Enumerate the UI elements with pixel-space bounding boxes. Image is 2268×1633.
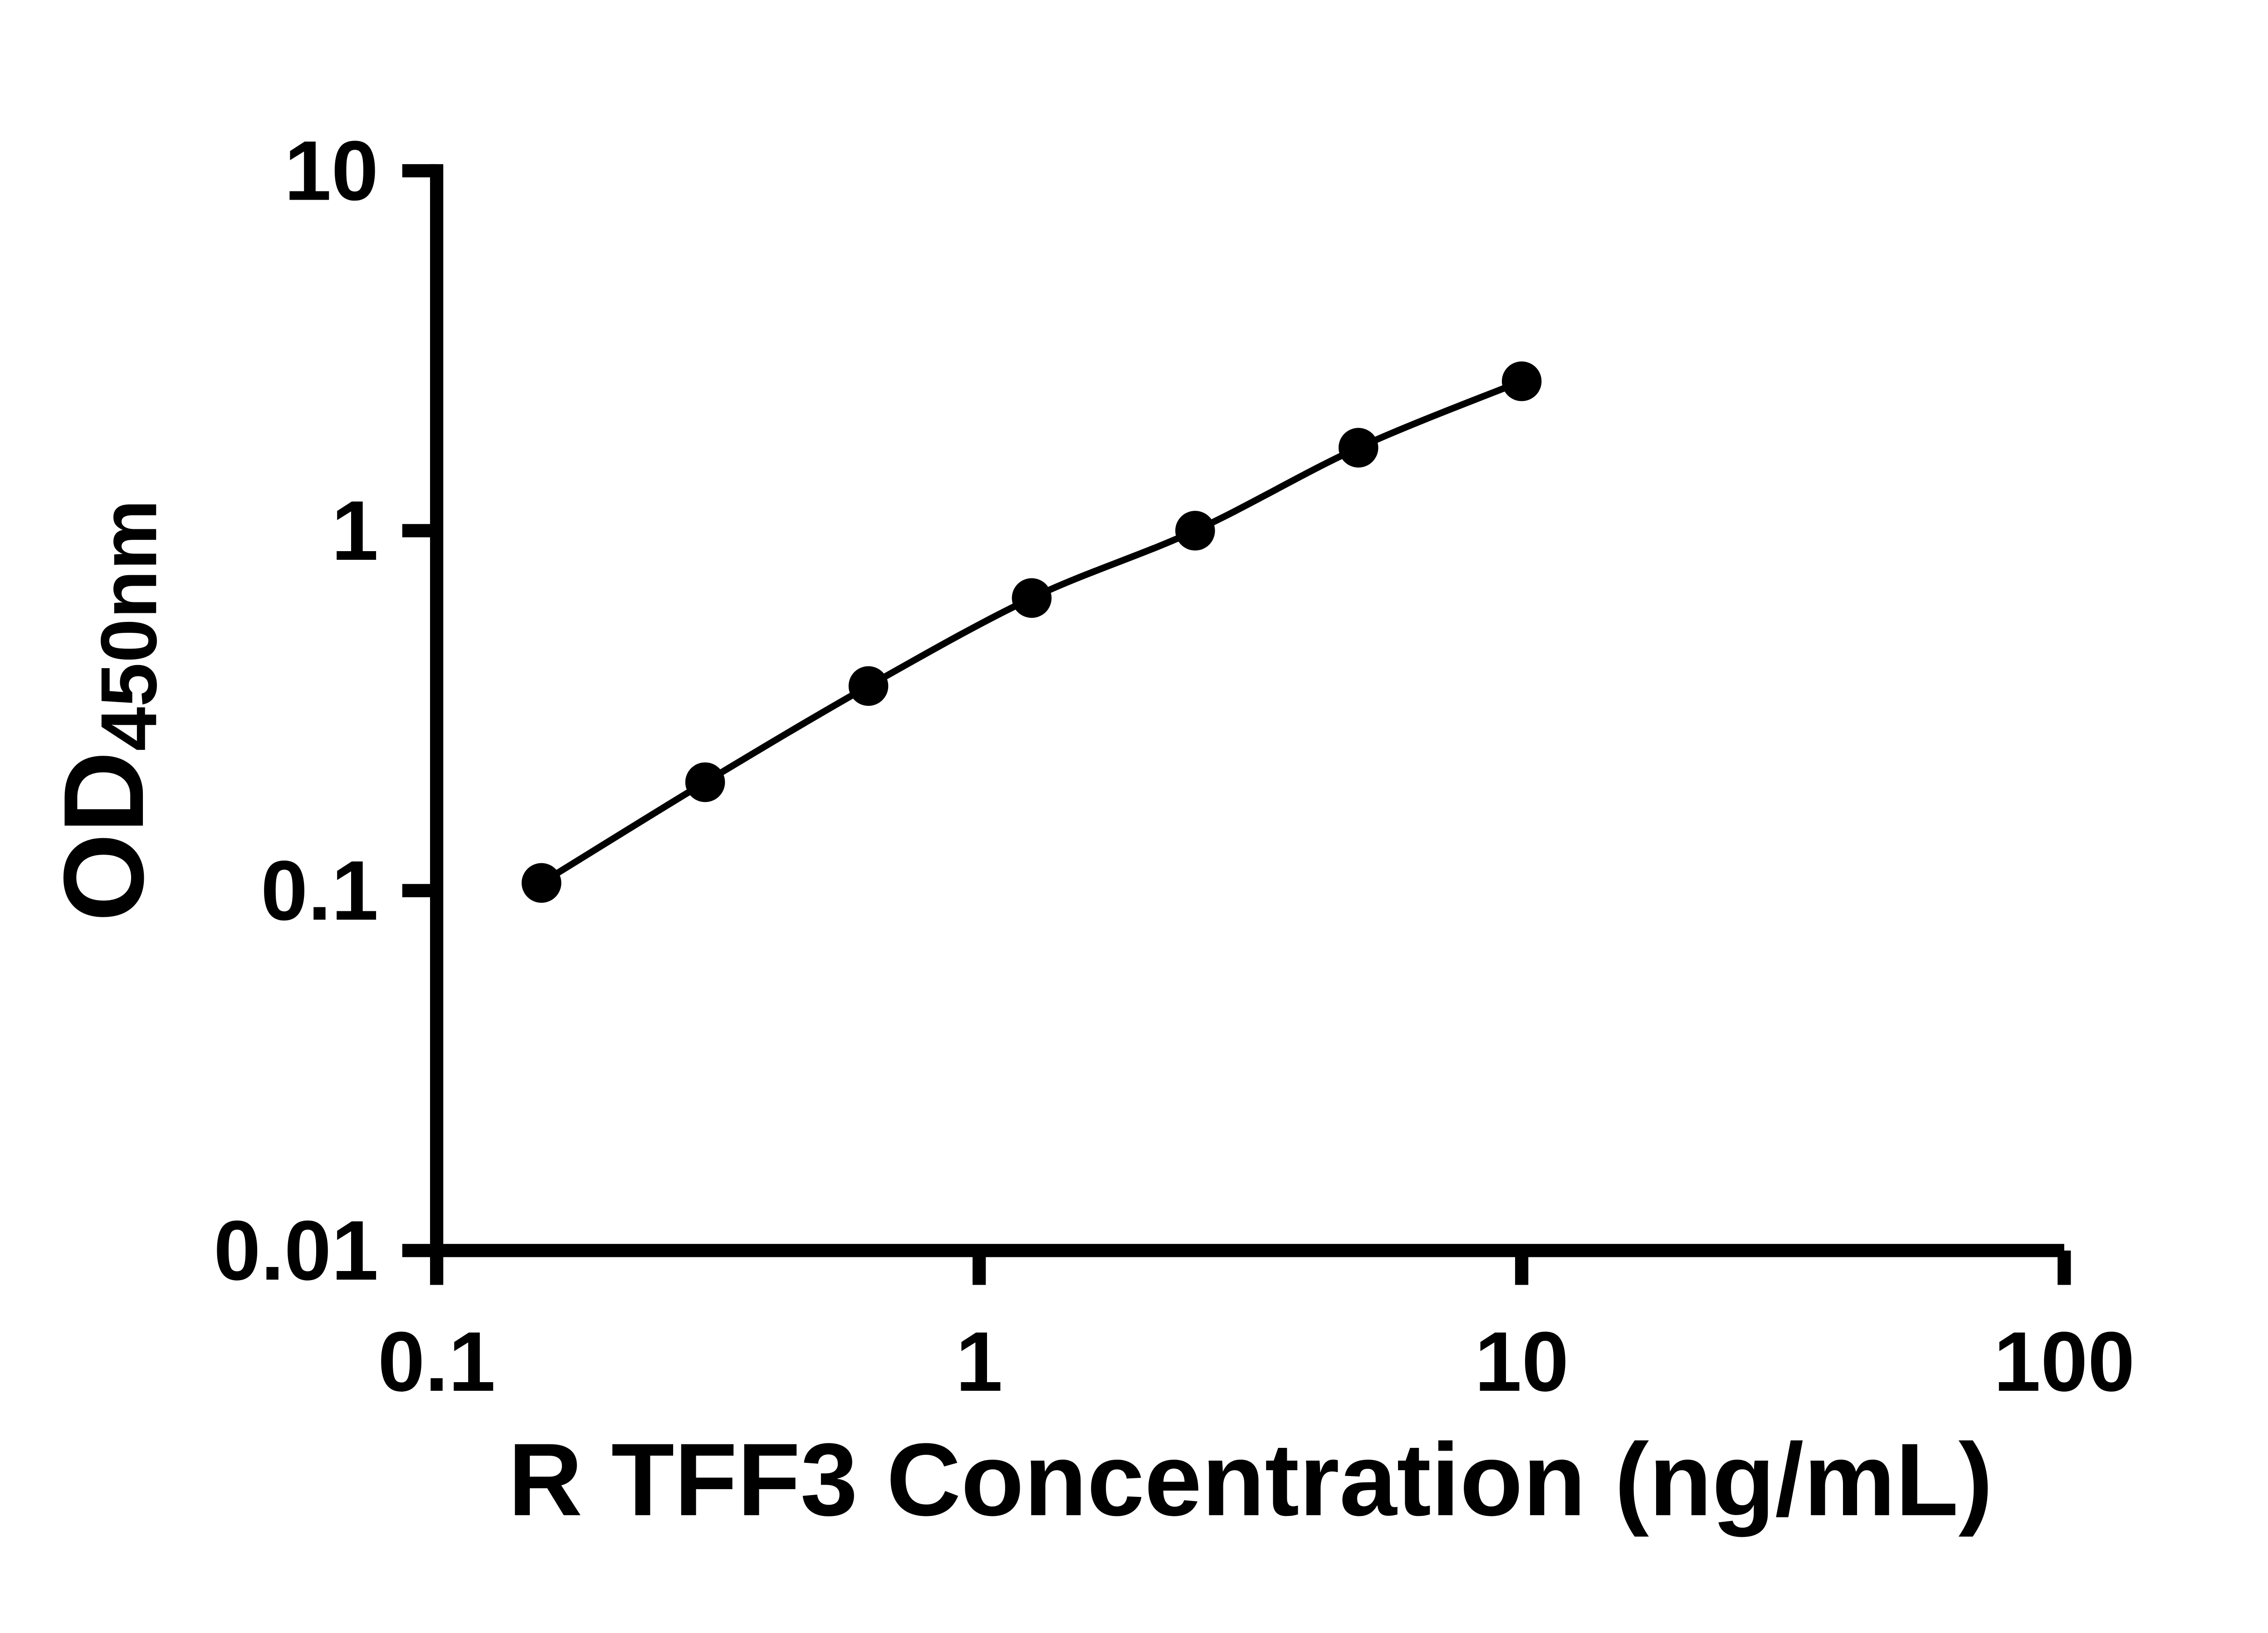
y-tick-label: 0.01 (214, 1203, 378, 1298)
axis-spine (430, 164, 2064, 1257)
data-point-marker (848, 666, 889, 706)
y-tick-label: 0.1 (261, 843, 379, 938)
y-axis-title-main: OD (40, 751, 167, 922)
x-tick-label: 10 (1475, 1314, 1569, 1409)
data-point-marker (1012, 578, 1052, 618)
x-tick-label: 0.1 (378, 1314, 496, 1409)
data-point-markers (521, 361, 1542, 903)
x-axis-title: R TFF3 Concentration (ng/mL) (508, 1422, 1993, 1537)
data-point-marker (1501, 361, 1542, 401)
y-tick-label: 10 (284, 123, 379, 218)
axis-ticks (402, 164, 2071, 1285)
data-point-marker (1338, 428, 1378, 468)
y-axis-title-subscript: 450nm (85, 499, 173, 751)
data-point-marker (685, 762, 725, 802)
x-tick-label: 100 (1994, 1314, 2135, 1409)
x-tick-label: 1 (956, 1314, 1003, 1409)
axes (430, 164, 2064, 1257)
data-point-marker (1175, 511, 1215, 551)
data-point-marker (521, 863, 562, 903)
y-tick-label: 1 (331, 483, 378, 578)
y-axis-title: OD450nm (40, 499, 173, 922)
